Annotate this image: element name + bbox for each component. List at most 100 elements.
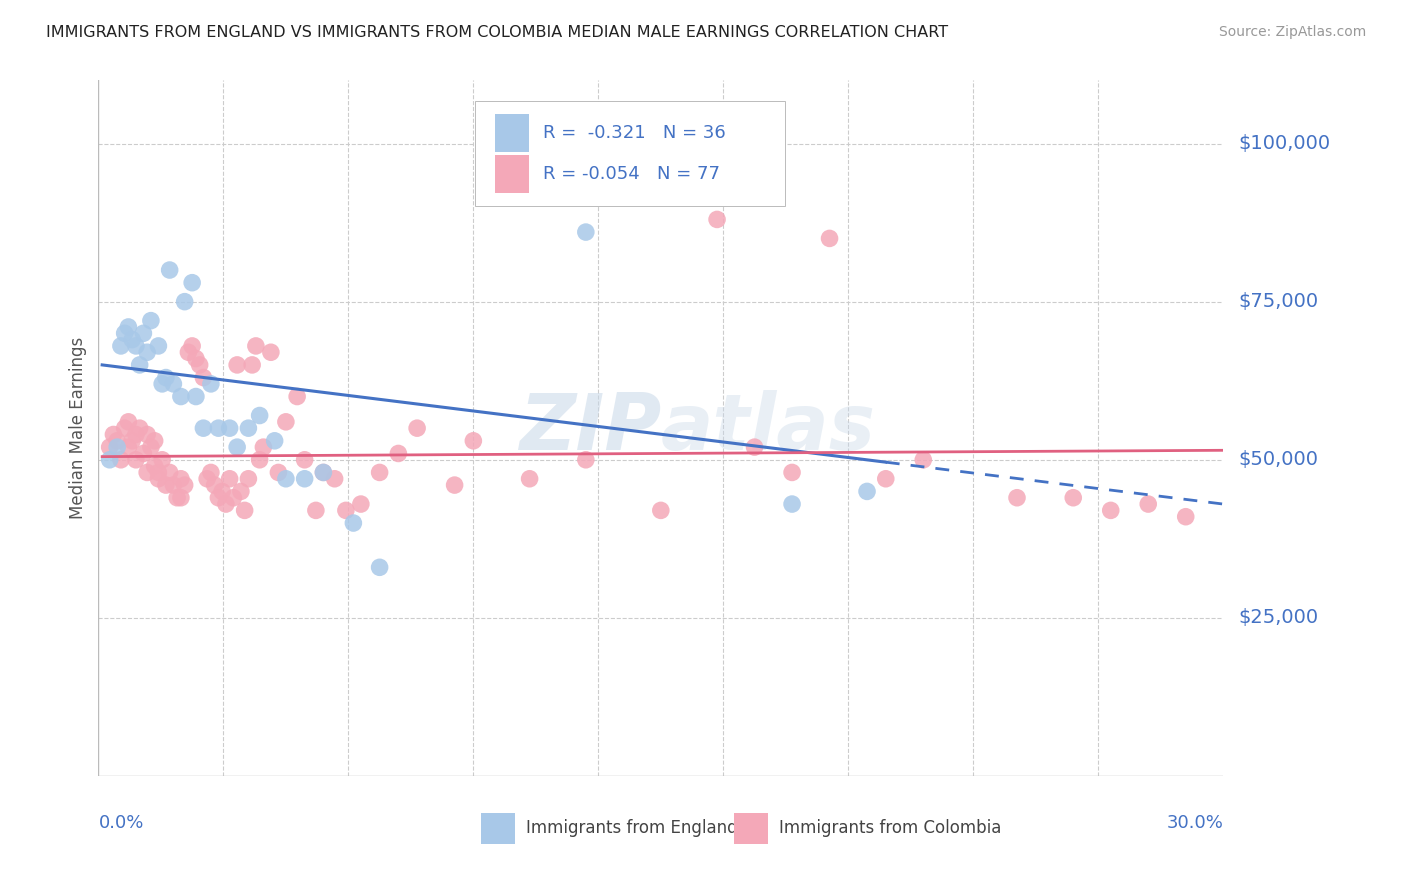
Point xyxy=(110,339,132,353)
Point xyxy=(117,440,139,454)
Point xyxy=(200,376,222,391)
Point xyxy=(139,313,162,327)
Point xyxy=(238,421,260,435)
Point xyxy=(128,421,150,435)
Point xyxy=(125,427,148,442)
Point xyxy=(184,351,207,366)
Point xyxy=(226,358,249,372)
Point xyxy=(706,212,728,227)
Point xyxy=(170,491,193,505)
Point xyxy=(229,484,252,499)
Point xyxy=(342,516,364,530)
Point xyxy=(159,263,181,277)
Text: IMMIGRANTS FROM ENGLAND VS IMMIGRANTS FROM COLOMBIA MEDIAN MALE EARNINGS CORRELA: IMMIGRANTS FROM ENGLAND VS IMMIGRANTS FR… xyxy=(46,25,949,40)
Point xyxy=(263,434,285,448)
Point xyxy=(245,339,267,353)
Point xyxy=(1062,491,1084,505)
Point xyxy=(744,440,766,454)
Point xyxy=(132,326,155,341)
Point xyxy=(260,345,283,359)
Point xyxy=(368,560,391,574)
Point xyxy=(323,472,346,486)
Point xyxy=(162,478,184,492)
Point xyxy=(312,466,335,480)
Point xyxy=(406,421,429,435)
Point xyxy=(1174,509,1197,524)
Point xyxy=(114,326,136,341)
Point xyxy=(162,376,184,391)
Point xyxy=(193,370,215,384)
Point xyxy=(305,503,328,517)
Text: Source: ZipAtlas.com: Source: ZipAtlas.com xyxy=(1219,25,1367,39)
Point xyxy=(188,358,211,372)
Point xyxy=(103,427,125,442)
Point xyxy=(650,503,672,517)
Point xyxy=(139,440,162,454)
Point xyxy=(267,466,290,480)
Point xyxy=(240,358,263,372)
Point xyxy=(150,452,173,467)
Point xyxy=(98,452,121,467)
Text: Immigrants from Colombia: Immigrants from Colombia xyxy=(779,819,1001,838)
Point xyxy=(207,491,229,505)
Point xyxy=(121,333,143,347)
Text: 30.0%: 30.0% xyxy=(1167,814,1223,832)
Point xyxy=(177,345,200,359)
Point xyxy=(335,503,357,517)
Point xyxy=(204,478,226,492)
Point xyxy=(1099,503,1122,517)
Point xyxy=(249,409,271,423)
Point xyxy=(443,478,465,492)
Point xyxy=(218,421,240,435)
Text: R = -0.054   N = 77: R = -0.054 N = 77 xyxy=(543,165,720,183)
Point xyxy=(121,434,143,448)
Point xyxy=(125,452,148,467)
Point xyxy=(252,440,274,454)
Point xyxy=(575,225,598,239)
Point xyxy=(173,294,195,309)
Point xyxy=(519,472,541,486)
Bar xyxy=(495,154,529,193)
Point xyxy=(170,472,193,486)
Point xyxy=(856,484,879,499)
Point xyxy=(226,440,249,454)
Point xyxy=(249,452,271,467)
Point xyxy=(274,415,297,429)
Text: $75,000: $75,000 xyxy=(1239,293,1319,311)
Text: R =  -0.321   N = 36: R = -0.321 N = 36 xyxy=(543,124,725,142)
Point xyxy=(170,390,193,404)
Point xyxy=(148,339,170,353)
Point xyxy=(181,276,204,290)
Point xyxy=(136,345,159,359)
Point xyxy=(117,415,139,429)
Bar xyxy=(495,113,529,152)
Text: atlas: atlas xyxy=(661,390,876,467)
Point xyxy=(780,497,803,511)
Point xyxy=(233,503,256,517)
Text: $50,000: $50,000 xyxy=(1239,450,1319,469)
Point xyxy=(166,491,188,505)
Point xyxy=(105,434,128,448)
Point xyxy=(285,390,308,404)
Point xyxy=(294,472,316,486)
Point xyxy=(387,446,409,460)
Point xyxy=(215,497,238,511)
Point xyxy=(159,466,181,480)
Point xyxy=(875,472,897,486)
Text: Immigrants from England: Immigrants from England xyxy=(526,819,738,838)
Point xyxy=(195,472,218,486)
Point xyxy=(125,339,148,353)
Point xyxy=(207,421,229,435)
Point xyxy=(155,478,177,492)
Point xyxy=(274,472,297,486)
Point xyxy=(143,434,166,448)
Point xyxy=(1137,497,1160,511)
Point xyxy=(818,231,841,245)
Point xyxy=(222,491,245,505)
Text: $25,000: $25,000 xyxy=(1239,608,1319,627)
Point xyxy=(114,421,136,435)
Point xyxy=(184,390,207,404)
Point xyxy=(463,434,485,448)
Point xyxy=(780,466,803,480)
Point xyxy=(136,466,159,480)
